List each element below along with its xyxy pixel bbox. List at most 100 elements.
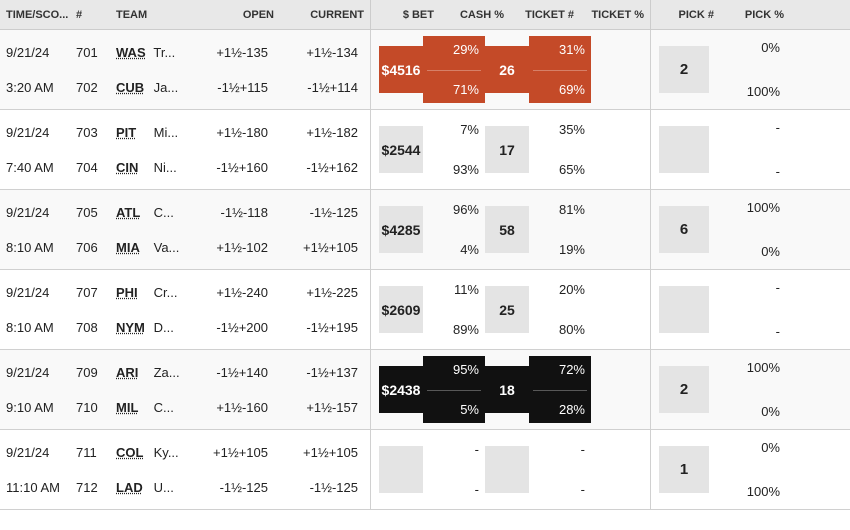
pick-pct-col: 0% 100% [709,436,782,503]
away-rotation: 711 [76,445,104,460]
away-team[interactable]: COL Ky... [116,445,194,460]
away-open-line: +1½-180 [216,125,268,140]
bet-amount-box: $2438 [379,356,423,423]
home-open-line: -1½+115 [217,80,268,95]
header-cash-pct[interactable]: CASH % [440,0,510,29]
home-current-line[interactable]: -1½+162 [306,160,358,175]
header-open[interactable]: OPEN [200,0,280,29]
header-pick-num[interactable]: PICK # [650,0,720,29]
away-team[interactable]: ATL C... [116,205,194,220]
away-cash-pct: 29% [429,42,479,57]
header-ticket-pct[interactable]: TICKET % [580,0,650,29]
home-current-line[interactable]: -1½-125 [310,480,358,495]
home-ticket-pct: 65% [535,162,585,177]
game-row[interactable]: 9/21/24 7:40 AM 703 704 PIT Mi... CIN Ni… [0,110,850,190]
away-rotation: 703 [76,125,104,140]
cell-picks: 2 100% 0% [650,350,790,429]
ticket-count-box: 58 [485,196,529,263]
cell-picks: 6 100% 0% [650,190,790,269]
cell-open: +1½-240 -1½+200 [200,270,280,349]
away-rotation: 701 [76,45,104,60]
away-pick-pct: - [711,280,780,295]
home-open-line: +1½-102 [216,240,268,255]
home-ticket-pct: 69% [535,82,585,97]
home-current-line[interactable]: -1½+114 [307,80,358,95]
header-pick-pct[interactable]: PICK % [720,0,790,29]
away-current-line[interactable]: +1½+105 [303,445,358,460]
away-ticket-pct: 72% [535,362,585,377]
away-rotation: 705 [76,205,104,220]
away-ticket-pct: 35% [535,122,585,137]
away-team[interactable]: ARI Za... [116,365,194,380]
away-current-line[interactable]: +1½-134 [306,45,358,60]
cell-rotation: 703 704 [70,110,110,189]
home-team[interactable]: CIN Ni... [116,160,194,175]
home-pick-pct: 100% [711,84,780,99]
game-date: 9/21/24 [6,125,64,140]
away-open-line: -1½-118 [221,205,268,220]
game-row[interactable]: 9/21/24 8:10 AM 707 708 PHI Cr... NYM D.… [0,270,850,350]
away-current-line[interactable]: -1½-125 [310,205,358,220]
away-team[interactable]: WAS Tr... [116,45,194,60]
pick-count-box: 1 [659,436,709,503]
header-time-score[interactable]: TIME/SCO... [0,0,70,29]
cell-open: -1½+140 +1½-160 [200,350,280,429]
home-team[interactable]: MIA Va... [116,240,194,255]
cash-pct-col: 7% 93% [423,116,485,183]
home-team[interactable]: LAD U... [116,480,194,495]
header-current[interactable]: CURRENT [280,0,370,29]
home-team[interactable]: MIL C... [116,400,194,415]
header-team[interactable]: TEAM [110,0,200,29]
ticket-count-box: 17 [485,116,529,183]
table-header: TIME/SCO... # TEAM OPEN CURRENT $ BET CA… [0,0,850,30]
home-current-line[interactable]: +1½-157 [306,400,358,415]
home-ticket-pct: 19% [535,242,585,257]
header-number[interactable]: # [70,0,110,29]
home-pick-pct: 0% [711,404,780,419]
away-pick-pct: 100% [711,360,780,375]
away-current-line[interactable]: +1½-225 [306,285,358,300]
cell-current: -1½-125 +1½+105 [280,190,370,269]
home-rotation: 712 [76,480,104,495]
game-row[interactable]: 9/21/24 9:10 AM 709 710 ARI Za... MIL C.… [0,350,850,430]
header-bet[interactable]: $ BET [370,0,440,29]
home-cash-pct: 93% [429,162,479,177]
home-cash-pct: 5% [429,402,479,417]
cell-teams: PIT Mi... CIN Ni... [110,110,200,189]
home-team[interactable]: CUB Ja... [116,80,194,95]
ticket-pct-col: - - [529,436,591,503]
game-time: 7:40 AM [6,160,64,175]
away-team[interactable]: PHI Cr... [116,285,194,300]
home-team[interactable]: NYM D... [116,320,194,335]
away-ticket-pct: 31% [535,42,585,57]
pick-pct-col: - - [709,276,782,343]
cell-time: 9/21/24 11:10 AM [0,430,70,509]
game-row[interactable]: 9/21/24 3:20 AM 701 702 WAS Tr... CUB Ja… [0,30,850,110]
away-pick-pct: 100% [711,200,780,215]
cell-teams: ATL C... MIA Va... [110,190,200,269]
game-row[interactable]: 9/21/24 11:10 AM 711 712 COL Ky... LAD U… [0,430,850,510]
home-current-line[interactable]: +1½+105 [303,240,358,255]
home-rotation: 708 [76,320,104,335]
ticket-pct-col: 72% 28% [529,356,591,423]
bet-amount-box: $2609 [379,276,423,343]
away-pick-pct: 0% [711,40,780,55]
away-current-line[interactable]: -1½+137 [306,365,358,380]
away-team[interactable]: PIT Mi... [116,125,194,140]
cell-rotation: 707 708 [70,270,110,349]
game-time: 11:10 AM [6,480,64,495]
header-ticket-num[interactable]: TICKET # [510,0,580,29]
game-row[interactable]: 9/21/24 8:10 AM 705 706 ATL C... MIA Va.… [0,190,850,270]
away-cash-pct: - [429,442,479,457]
pick-count-box: 2 [659,36,709,103]
home-current-line[interactable]: -1½+195 [306,320,358,335]
cash-pct-col: - - [423,436,485,503]
games-list: 9/21/24 3:20 AM 701 702 WAS Tr... CUB Ja… [0,30,850,510]
away-rotation: 707 [76,285,104,300]
cell-open: +1½+105 -1½-125 [200,430,280,509]
pick-pct-col: 0% 100% [709,36,782,103]
away-cash-pct: 96% [429,202,479,217]
cell-betting-stats: $2609 11% 89% 25 20% 80% [370,270,650,349]
game-date: 9/21/24 [6,365,64,380]
away-current-line[interactable]: +1½-182 [306,125,358,140]
